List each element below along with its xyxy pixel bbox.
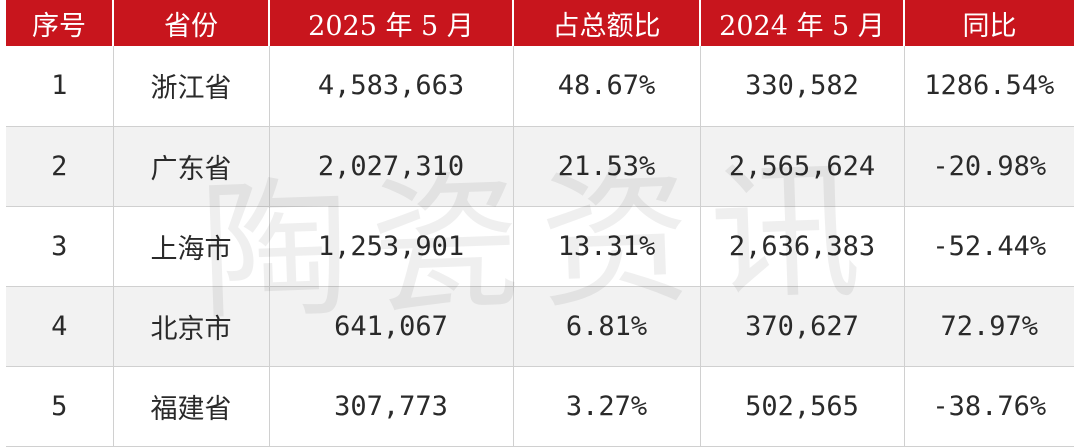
cell-province: 上海市	[113, 206, 270, 287]
cell-2025-may: 2,027,310	[269, 126, 514, 207]
cell-index: 5	[6, 366, 114, 447]
cell-share: 13.31%	[513, 206, 701, 287]
cell-2024-may: 330,582	[700, 46, 905, 127]
cell-yoy: -20.98%	[904, 126, 1074, 207]
data-table-container: 序号 省份 2025 年 5 月 占总额比 2024 年 5 月 同比 1 浙江…	[6, 0, 1074, 447]
cell-share: 3.27%	[513, 366, 701, 447]
cell-index: 4	[6, 286, 114, 367]
table-header: 序号 省份 2025 年 5 月 占总额比 2024 年 5 月 同比	[6, 0, 1074, 46]
table-body: 1 浙江省 4,583,663 48.67% 330,582 1286.54% …	[6, 46, 1074, 447]
table-row: 5 福建省 307,773 3.27% 502,565 -38.76%	[6, 366, 1074, 447]
header-yoy: 同比	[904, 0, 1074, 46]
province-data-table: 序号 省份 2025 年 5 月 占总额比 2024 年 5 月 同比 1 浙江…	[6, 0, 1074, 447]
table-row: 3 上海市 1,253,901 13.31% 2,636,383 -52.44%	[6, 206, 1074, 287]
cell-2024-may: 502,565	[700, 366, 905, 447]
cell-yoy: 72.97%	[904, 286, 1074, 367]
cell-index: 3	[6, 206, 114, 287]
cell-share: 6.81%	[513, 286, 701, 367]
cell-yoy: 1286.54%	[904, 46, 1074, 127]
cell-index: 2	[6, 126, 114, 207]
cell-2025-may: 307,773	[269, 366, 514, 447]
cell-yoy: -38.76%	[904, 366, 1074, 447]
cell-2025-may: 4,583,663	[269, 46, 514, 127]
cell-province: 福建省	[113, 366, 270, 447]
cell-2025-may: 641,067	[269, 286, 514, 367]
cell-province: 广东省	[113, 126, 270, 207]
header-row: 序号 省份 2025 年 5 月 占总额比 2024 年 5 月 同比	[6, 0, 1074, 46]
cell-2024-may: 370,627	[700, 286, 905, 367]
header-share: 占总额比	[513, 0, 701, 46]
header-province: 省份	[113, 0, 270, 46]
header-2024-may: 2024 年 5 月	[700, 0, 905, 46]
cell-yoy: -52.44%	[904, 206, 1074, 287]
table-row: 1 浙江省 4,583,663 48.67% 330,582 1286.54%	[6, 46, 1074, 127]
cell-province: 北京市	[113, 286, 270, 367]
cell-share: 48.67%	[513, 46, 701, 127]
table-row: 2 广东省 2,027,310 21.53% 2,565,624 -20.98%	[6, 126, 1074, 207]
cell-province: 浙江省	[113, 46, 270, 127]
cell-2024-may: 2,565,624	[700, 126, 905, 207]
table-row: 4 北京市 641,067 6.81% 370,627 72.97%	[6, 286, 1074, 367]
cell-2025-may: 1,253,901	[269, 206, 514, 287]
cell-index: 1	[6, 46, 114, 127]
header-2025-may: 2025 年 5 月	[269, 0, 514, 46]
header-index: 序号	[6, 0, 114, 46]
cell-share: 21.53%	[513, 126, 701, 207]
cell-2024-may: 2,636,383	[700, 206, 905, 287]
